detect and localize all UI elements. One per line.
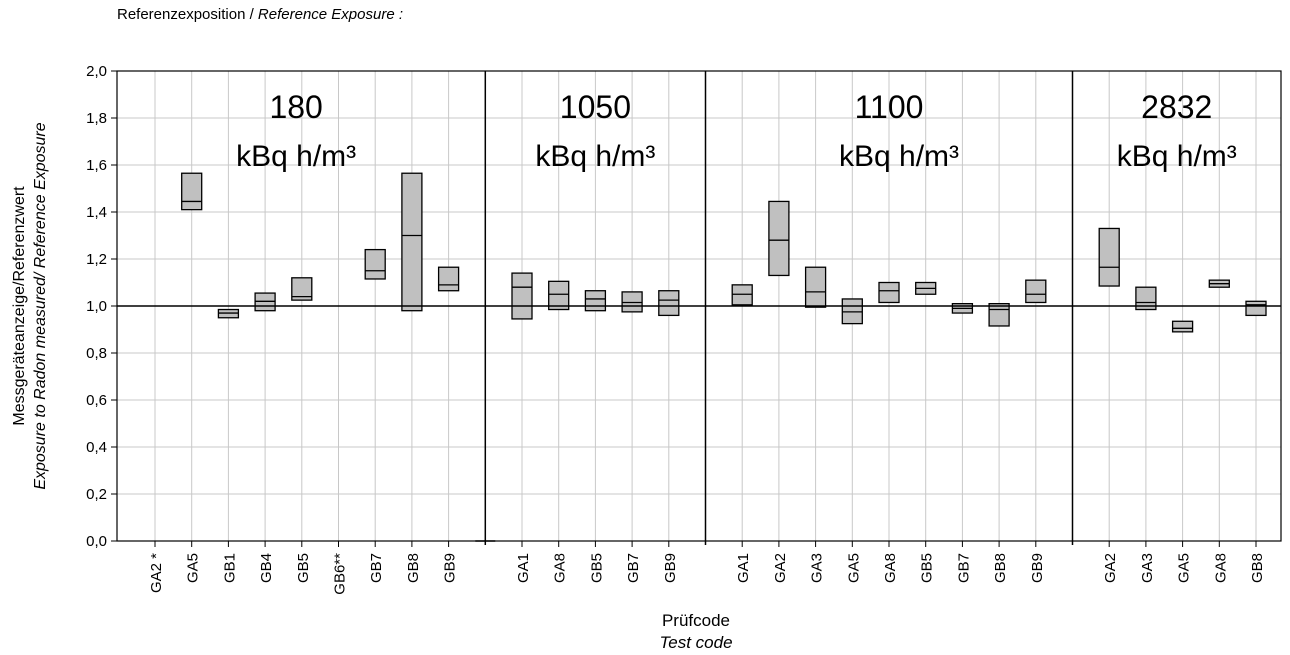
x-tick-label: GA3 — [809, 553, 826, 583]
box-mark — [1171, 320, 1194, 333]
box-mark — [878, 281, 900, 304]
x-tick-label: GA1 — [735, 553, 752, 583]
x-tick-label: GA8 — [552, 553, 569, 583]
x-tick-label: GB4 — [258, 553, 275, 583]
text-layer: 0,0 0,2 0,4 0,6 0,8 1,0 1,2 1,4 1,6 1,8 2,0 GA2 * GA… — [11, 63, 1266, 652]
box-mark — [401, 172, 423, 312]
x-tick-label: GB9 — [442, 553, 459, 583]
box-mark — [768, 200, 790, 277]
box-mark — [511, 272, 533, 320]
box-mark — [181, 172, 203, 211]
group-unit-label: kBq h/m³ — [839, 140, 959, 173]
x-tick-label: GA8 — [882, 553, 899, 583]
y-tick-label: 0,4 — [86, 439, 107, 456]
header-label-de: Referenzexposition / — [117, 6, 258, 23]
x-tick-label: GB8 — [1249, 553, 1266, 583]
reference-exposure-header: Referenzexposition / Reference Exposure … — [117, 6, 403, 23]
y-axis-label-en: Exposure to Radon measured/ Reference Ex… — [32, 122, 49, 489]
box-mark — [804, 266, 827, 308]
group-unit-label: kBq h/m³ — [1117, 140, 1237, 173]
box-mark — [584, 290, 607, 312]
y-tick-label: 0,2 — [86, 486, 107, 503]
axis-layer — [111, 70, 1282, 547]
x-tick-label: GB6** — [332, 553, 349, 595]
x-tick-label: GA8 — [1212, 553, 1229, 583]
group-unit-label: kBq h/m³ — [236, 140, 356, 173]
x-axis-label-en: Test code — [659, 633, 732, 652]
x-tick-label: GB5 — [588, 553, 605, 583]
y-tick-label: 1,8 — [86, 110, 107, 127]
x-tick-label: GA2 — [1102, 553, 1119, 583]
plot-frame — [116, 70, 1282, 542]
x-tick-label: GB9 — [1029, 553, 1046, 583]
x-tick-label: GB8 — [405, 553, 422, 583]
box-mark — [548, 280, 570, 311]
y-tick-label: 0,0 — [86, 533, 107, 550]
x-tick-label: GA5 — [185, 553, 202, 583]
y-tick-label: 1,2 — [86, 251, 107, 268]
group-unit-label: kBq h/m³ — [535, 140, 655, 173]
box-mark — [364, 248, 386, 280]
group-value-label: 1050 — [560, 89, 631, 125]
box-mark — [291, 277, 313, 301]
x-tick-label: GA5 — [1176, 553, 1193, 583]
x-tick-label: GA2 — [772, 553, 789, 583]
box-mark — [658, 290, 680, 317]
y-tick-label: 1,6 — [86, 157, 107, 174]
group-value-label: 2832 — [1141, 89, 1212, 125]
y-tick-label: 1,4 — [86, 204, 107, 221]
y-tick-label: 2,0 — [86, 63, 107, 80]
x-tick-label: GA5 — [845, 553, 862, 583]
x-tick-label: GB5 — [919, 553, 936, 583]
box-mark — [1098, 227, 1120, 287]
group-value-label: 180 — [269, 89, 322, 125]
group-value-label: 1100 — [855, 89, 924, 125]
box-mark — [1135, 286, 1157, 311]
y-tick-label: 0,8 — [86, 345, 107, 362]
x-axis-label-de: Prüfcode — [662, 611, 730, 630]
box-mark — [1025, 279, 1047, 304]
y-tick-label: 0,6 — [86, 392, 107, 409]
box-mark — [1245, 300, 1267, 317]
y-axis-label-de: Messgeräteanzeige/Referenzwert — [11, 186, 28, 426]
header-label-en: Reference Exposure : — [257, 6, 403, 23]
x-tick-label: GB8 — [992, 553, 1009, 583]
x-tick-label: GB1 — [221, 553, 238, 583]
x-tick-label: GA2 * — [148, 553, 165, 593]
x-tick-label: GB7 — [368, 553, 385, 583]
x-tick-label: GA3 — [1139, 553, 1156, 583]
x-tick-label: GA1 — [515, 553, 532, 583]
box-mark — [988, 302, 1010, 327]
x-tick-label: GB9 — [662, 553, 679, 583]
box-layer — [181, 172, 1267, 333]
box-mark — [437, 266, 460, 292]
y-tick-label: 1,0 — [86, 298, 107, 315]
x-tick-label: GB7 — [625, 553, 642, 583]
x-tick-label: GB7 — [955, 553, 972, 583]
x-tick-label: GB5 — [295, 553, 312, 583]
